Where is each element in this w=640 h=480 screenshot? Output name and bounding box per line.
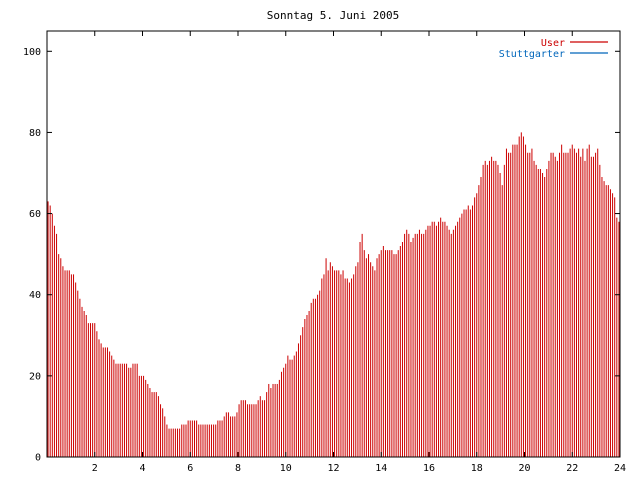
x-tick-label: 8 [235, 463, 241, 474]
bars-group [47, 132, 620, 457]
y-tick-label: 20 [29, 371, 41, 382]
x-tick-label: 20 [518, 463, 530, 474]
x-tick-label: 12 [327, 463, 339, 474]
y-tick-label: 40 [29, 290, 41, 301]
x-tick-label: 24 [614, 463, 626, 474]
y-tick-label: 100 [23, 47, 41, 58]
x-tick-label: 16 [423, 463, 435, 474]
x-tick-label: 4 [139, 463, 145, 474]
legend-label-user: User [541, 38, 565, 49]
chart-title: Sonntag 5. Juni 2005 [267, 9, 399, 22]
y-tick-label: 0 [35, 453, 41, 464]
y-tick-label: 60 [29, 209, 41, 220]
x-tick-label: 22 [566, 463, 578, 474]
legend-label-stuttgarter: Stuttgarter [499, 49, 565, 60]
x-tick-label: 14 [375, 463, 387, 474]
x-tick-label: 10 [280, 463, 292, 474]
x-tick-label: 18 [471, 463, 483, 474]
y-tick-label: 80 [29, 128, 41, 139]
x-tick-label: 2 [92, 463, 98, 474]
legend: User Stuttgarter [499, 38, 608, 60]
x-tick-label: 6 [187, 463, 193, 474]
